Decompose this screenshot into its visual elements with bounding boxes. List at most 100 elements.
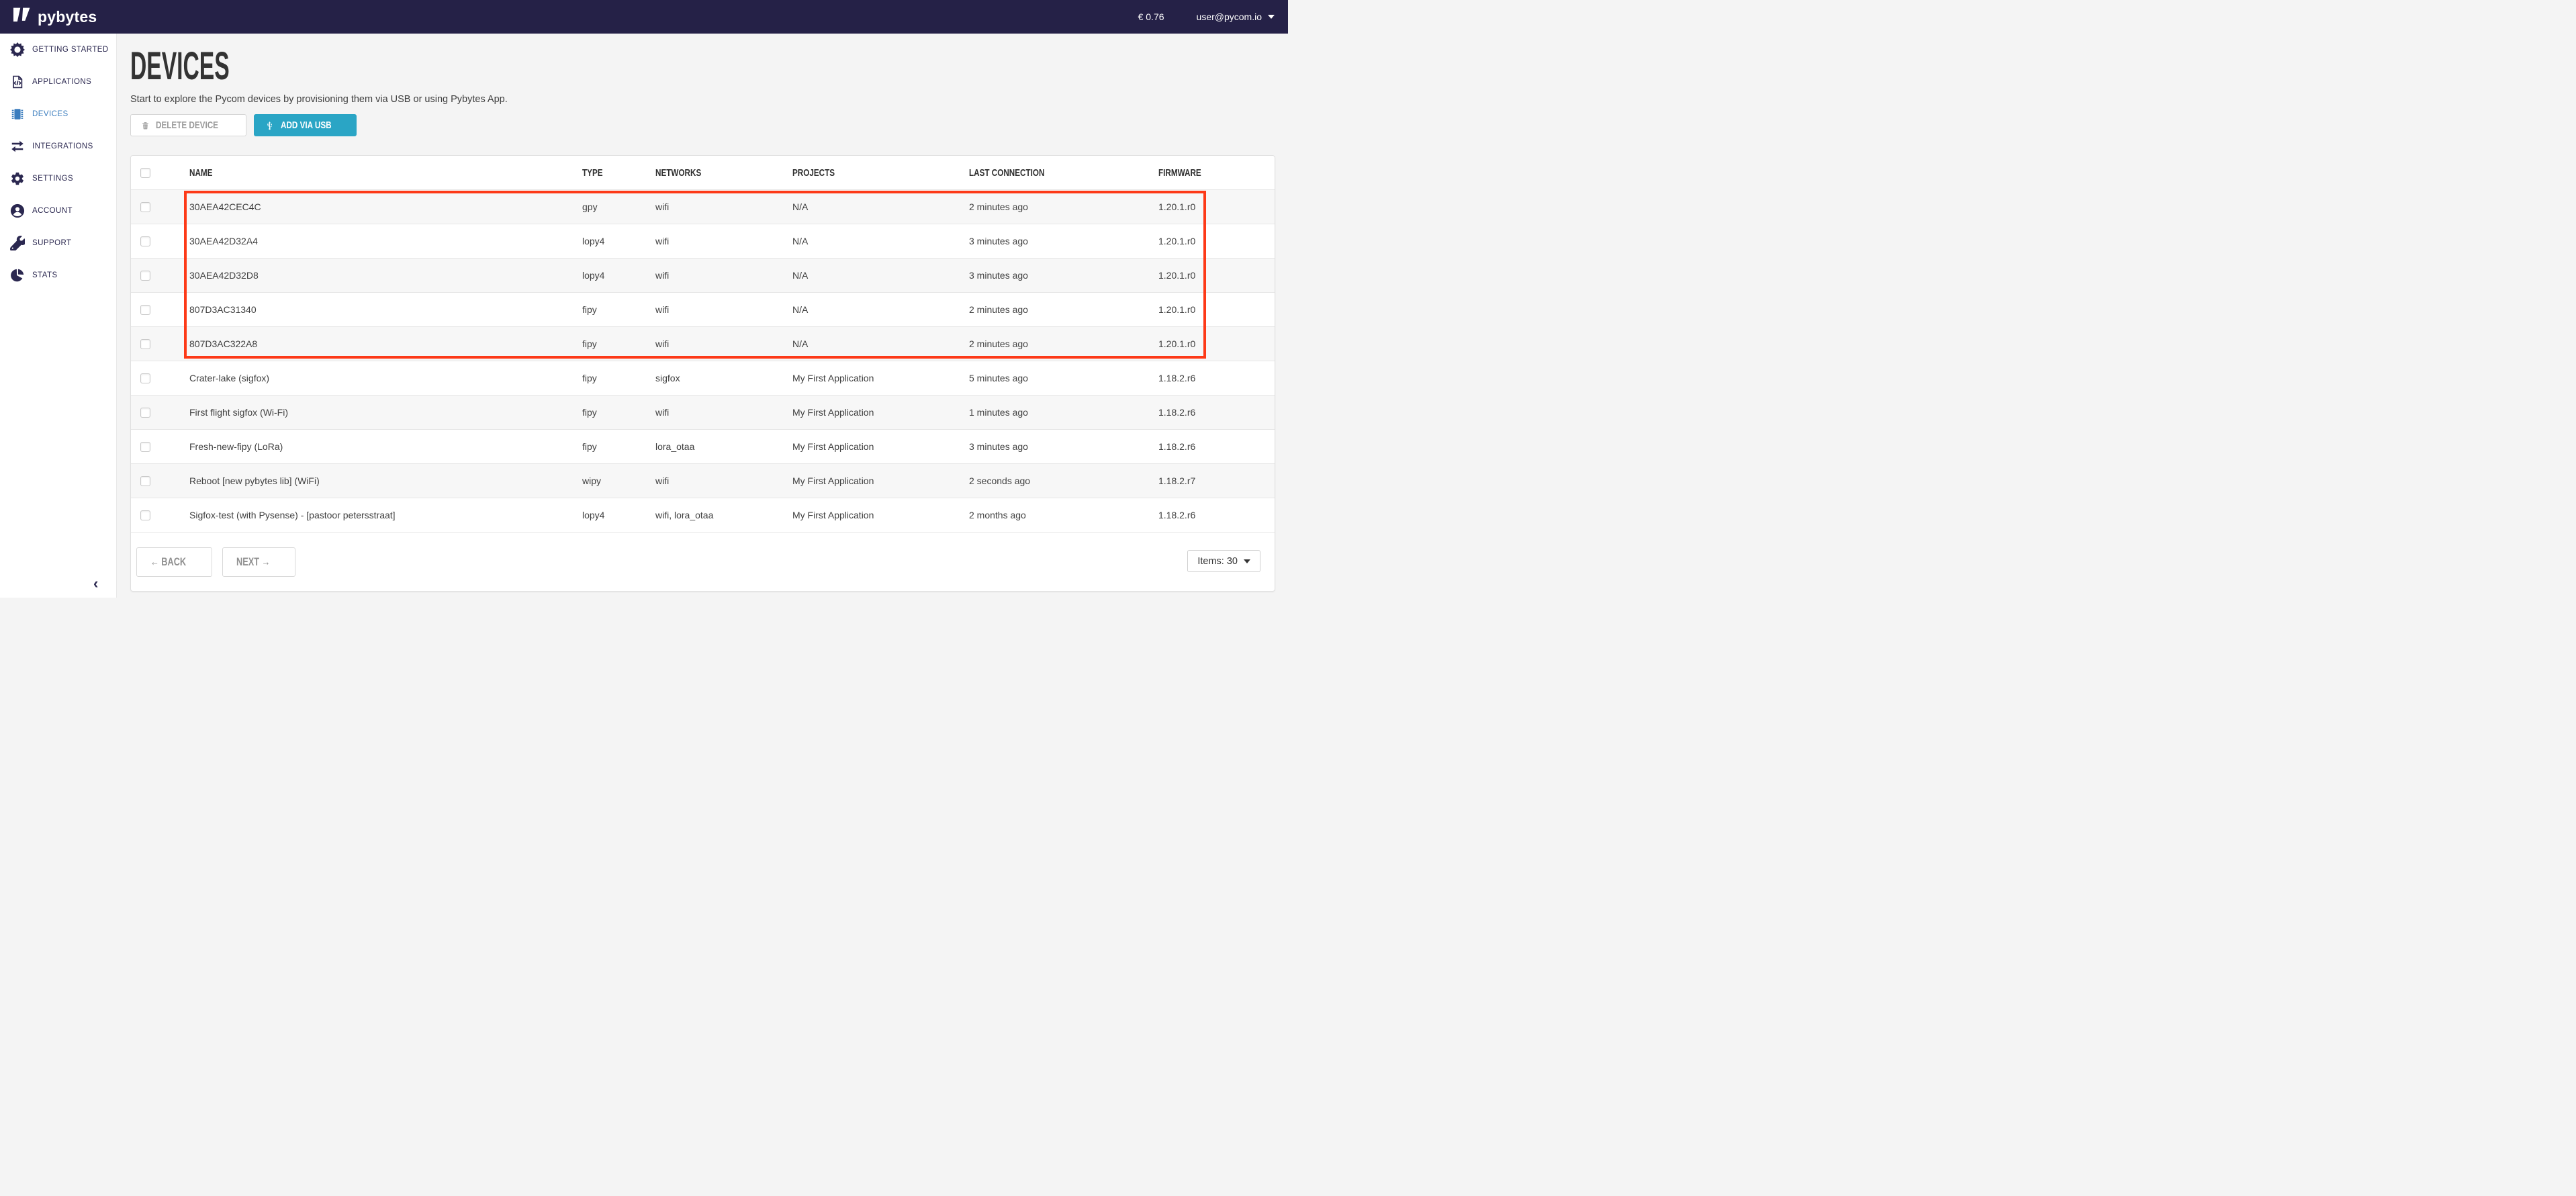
cell-last-connection: 3 minutes ago	[958, 270, 1147, 281]
sidebar-item-label: SETTINGS	[32, 175, 73, 183]
delete-device-button[interactable]: DELETE DEVICE	[130, 114, 246, 136]
add-via-usb-button[interactable]: ADD VIA USB	[254, 114, 357, 136]
delete-device-label: DELETE DEVICE	[156, 120, 218, 131]
settings-icon	[10, 171, 25, 186]
row-checkbox[interactable]	[140, 202, 150, 212]
cell-networks: wifi	[644, 201, 781, 212]
cell-last-connection: 1 minutes ago	[958, 407, 1147, 418]
cell-networks: wifi	[644, 475, 781, 486]
chevron-down-icon	[1244, 559, 1250, 563]
main-content: DEVICES Start to explore the Pycom devic…	[117, 34, 1288, 598]
cell-type: wipy	[571, 475, 644, 486]
cell-type: gpy	[571, 201, 644, 212]
cell-type: fipy	[571, 304, 644, 315]
sidebar-collapse-chevron-icon[interactable]: ‹	[93, 576, 98, 591]
items-per-page-dropdown[interactable]: Items: 30	[1187, 550, 1260, 572]
support-icon	[10, 236, 25, 250]
table-row[interactable]: 30AEA42D32A4lopy4wifiN/A3 minutes ago1.2…	[131, 224, 1275, 258]
cell-firmware: 1.20.1.r0	[1147, 338, 1275, 349]
cell-networks: sigfox	[644, 373, 781, 383]
column-header-networks: NETWORKS	[644, 167, 781, 179]
cell-name: First flight sigfox (Wi-Fi)	[178, 407, 571, 418]
cell-checkbox	[131, 510, 178, 520]
cell-projects: N/A	[781, 270, 958, 281]
sidebar-items: GETTING STARTED APPLICATIONS DEVICES INTEGR…	[0, 34, 116, 291]
sidebar-item-label: ACCOUNT	[32, 207, 73, 215]
row-checkbox[interactable]	[140, 510, 150, 520]
row-checkbox[interactable]	[140, 236, 150, 246]
row-checkbox[interactable]	[140, 305, 150, 315]
table-row[interactable]: Fresh-new-fipy (LoRa)fipylora_otaaMy Fir…	[131, 429, 1275, 463]
cell-checkbox	[131, 476, 178, 486]
cell-name: 807D3AC31340	[178, 304, 571, 315]
cell-checkbox	[131, 442, 178, 452]
table-row[interactable]: Crater-lake (sigfox)fipysigfoxMy First A…	[131, 361, 1275, 395]
sidebar-item-support[interactable]: SUPPORT	[0, 227, 116, 259]
cell-firmware: 1.18.2.r6	[1147, 373, 1275, 383]
cell-networks: wifi	[644, 304, 781, 315]
table-row[interactable]: 807D3AC31340fipywifiN/A2 minutes ago1.20…	[131, 292, 1275, 326]
row-checkbox[interactable]	[140, 408, 150, 418]
sidebar-item-devices[interactable]: DEVICES	[0, 98, 116, 130]
row-checkbox[interactable]	[140, 271, 150, 281]
table-row[interactable]: 30AEA42D32D8lopy4wifiN/A3 minutes ago1.2…	[131, 258, 1275, 292]
sidebar-item-settings[interactable]: SETTINGS	[0, 163, 116, 195]
sidebar-item-label: SUPPORT	[32, 239, 72, 247]
sidebar-item-getting-started[interactable]: GETTING STARTED	[0, 34, 116, 66]
topbar-right: € 0.76 user@pycom.io	[1138, 11, 1275, 22]
cell-last-connection: 2 minutes ago	[958, 338, 1147, 349]
table-row[interactable]: Sigfox-test (with Pysense) - [pastoor pe…	[131, 498, 1275, 532]
sidebar-item-label: DEVICES	[32, 110, 68, 118]
user-menu[interactable]: user@pycom.io	[1197, 11, 1275, 22]
cell-type: lopy4	[571, 270, 644, 281]
table-header-row: NAME TYPE NETWORKS PROJECTS LAST CONNECT…	[131, 156, 1275, 189]
devices-icon	[10, 107, 25, 122]
integrations-icon	[10, 139, 25, 154]
cell-firmware: 1.20.1.r0	[1147, 236, 1275, 246]
cell-checkbox	[131, 202, 178, 212]
cell-projects: N/A	[781, 304, 958, 315]
cell-name: Crater-lake (sigfox)	[178, 373, 571, 383]
pybytes-logo[interactable]: pybytes	[13, 7, 97, 26]
cell-checkbox	[131, 271, 178, 281]
cell-networks: wifi, lora_otaa	[644, 510, 781, 520]
sidebar-item-label: APPLICATIONS	[32, 78, 91, 86]
devices-table: NAME TYPE NETWORKS PROJECTS LAST CONNECT…	[130, 155, 1275, 592]
next-button[interactable]: NEXT →	[222, 547, 295, 577]
sidebar-item-account[interactable]: ACCOUNT	[0, 195, 116, 227]
row-checkbox[interactable]	[140, 373, 150, 383]
page-title: DEVICES	[130, 47, 1276, 86]
items-per-page-label: Items: 30	[1197, 556, 1238, 567]
cell-name: Sigfox-test (with Pysense) - [pastoor pe…	[178, 510, 571, 520]
table-row[interactable]: First flight sigfox (Wi-Fi)fipywifiMy Fi…	[131, 395, 1275, 429]
cell-type: fipy	[571, 441, 644, 452]
chevron-down-icon	[1268, 15, 1275, 19]
table-row[interactable]: 807D3AC322A8fipywifiN/A2 minutes ago1.20…	[131, 326, 1275, 361]
getting-started-icon	[10, 42, 25, 57]
trash-icon	[141, 121, 150, 130]
sidebar-item-integrations[interactable]: INTEGRATIONS	[0, 130, 116, 163]
cell-checkbox	[131, 339, 178, 349]
back-button[interactable]: ← BACK	[136, 547, 212, 577]
table-row[interactable]: 30AEA42CEC4CgpywifiN/A2 minutes ago1.20.…	[131, 189, 1275, 224]
row-checkbox[interactable]	[140, 442, 150, 452]
cell-firmware: 1.18.2.r6	[1147, 407, 1275, 418]
cell-firmware: 1.18.2.r6	[1147, 441, 1275, 452]
cell-networks: lora_otaa	[644, 441, 781, 452]
sidebar-item-label: INTEGRATIONS	[32, 142, 93, 150]
cell-projects: My First Application	[781, 407, 958, 418]
cell-firmware: 1.20.1.r0	[1147, 270, 1275, 281]
cell-networks: wifi	[644, 236, 781, 246]
table-row[interactable]: Reboot [new pybytes lib] (WiFi)wipywifiM…	[131, 463, 1275, 498]
cell-last-connection: 3 minutes ago	[958, 441, 1147, 452]
select-all-checkbox[interactable]	[140, 168, 150, 178]
sidebar-item-stats[interactable]: STATS	[0, 259, 116, 291]
cell-last-connection: 3 minutes ago	[958, 236, 1147, 246]
cell-checkbox	[131, 408, 178, 418]
row-checkbox[interactable]	[140, 339, 150, 349]
table-footer: ← BACK NEXT → Items: 30	[131, 532, 1275, 591]
sidebar-item-applications[interactable]: APPLICATIONS	[0, 66, 116, 98]
cell-networks: wifi	[644, 338, 781, 349]
cell-projects: My First Application	[781, 373, 958, 383]
row-checkbox[interactable]	[140, 476, 150, 486]
